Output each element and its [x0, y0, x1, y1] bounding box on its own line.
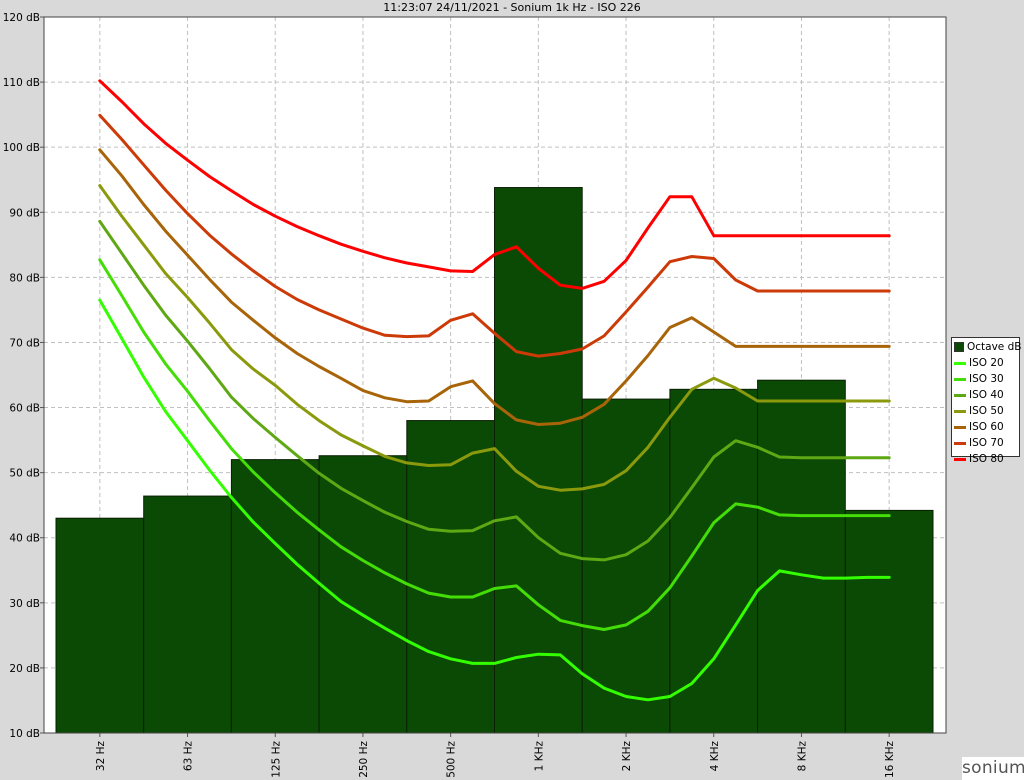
plot-frame	[43, 16, 947, 734]
legend-label: ISO 50	[969, 405, 1004, 417]
octave-bar	[494, 187, 583, 734]
y-tick-label: 10 dB	[9, 728, 40, 740]
legend-swatch	[954, 361, 966, 365]
y-tick-label: 70 dB	[9, 337, 40, 349]
x-tick-label: 250 Hz	[358, 741, 370, 778]
iso-line-iso-30	[98, 258, 891, 631]
x-tick-label: 125 Hz	[270, 741, 282, 778]
x-tick-label: 500 Hz	[446, 741, 458, 778]
y-tick-label: 110 dB	[3, 77, 40, 89]
x-tick-label: 1 KHz	[533, 741, 545, 772]
legend-item: ISO 20	[954, 355, 1019, 371]
legend-item: ISO 30	[954, 371, 1019, 387]
legend-swatch	[954, 409, 966, 413]
legend-item: ISO 60	[954, 419, 1019, 435]
legend-label: ISO 40	[969, 389, 1004, 401]
octave-bar	[669, 388, 759, 734]
legend-item: ISO 50	[954, 403, 1019, 419]
iso-line-iso-50	[98, 184, 891, 492]
x-tick-label: 16 KHz	[884, 741, 896, 778]
y-tick-label: 120 dB	[3, 12, 40, 24]
y-tick-label: 50 dB	[9, 468, 40, 480]
legend-swatch	[954, 393, 966, 397]
octave-bar	[581, 398, 671, 734]
legend-label: ISO 60	[969, 421, 1004, 433]
legend-swatch	[954, 377, 966, 381]
legend-label: ISO 70	[969, 437, 1004, 449]
y-tick-label: 90 dB	[9, 207, 40, 219]
legend-label: ISO 30	[969, 373, 1004, 385]
y-tick-label: 60 dB	[9, 403, 40, 415]
x-tick-label: 2 KHz	[621, 741, 633, 772]
octave-bar	[143, 495, 232, 734]
y-tick-label: 100 dB	[3, 142, 40, 154]
legend-swatch	[954, 457, 966, 461]
chart-legend: Octave dB ISO 20 ISO 30 ISO 40 ISO 50 ISO 60 I…	[951, 337, 1022, 465]
octave-bar	[55, 517, 145, 734]
sonium-logo: sonium	[962, 757, 1024, 780]
y-tick-label: 40 dB	[9, 533, 40, 545]
legend-swatch	[954, 441, 966, 445]
x-tick-label: 32 Hz	[95, 741, 107, 772]
iso-line-iso-40	[98, 219, 891, 562]
x-tick-label: 8 KHz	[796, 741, 808, 772]
iso-line-iso-70	[98, 113, 891, 358]
y-tick-label: 30 dB	[9, 598, 40, 610]
iso-line-iso-20	[98, 298, 891, 702]
octave-bar	[230, 459, 320, 734]
x-tick-label: 4 KHz	[709, 741, 721, 772]
octave-bar	[406, 420, 495, 734]
legend-swatch	[954, 425, 966, 429]
iso-line-iso-60	[98, 148, 891, 426]
x-tick-label: 63 Hz	[183, 741, 195, 772]
legend-item: Octave dB	[954, 339, 1022, 355]
y-tick-label: 80 dB	[9, 272, 40, 284]
legend-item: ISO 80	[954, 451, 1019, 467]
legend-label: ISO 20	[969, 357, 1004, 369]
legend-item: ISO 70	[954, 435, 1019, 451]
legend-item: ISO 40	[954, 387, 1019, 403]
chart-title: 11:23:07 24/11/2021 - Sonium 1k Hz - ISO…	[383, 1, 641, 14]
legend-label: ISO 80	[969, 453, 1004, 465]
octave-bar	[757, 379, 846, 734]
iso-line-iso-80	[98, 79, 891, 290]
legend-label: Octave dB	[967, 341, 1022, 353]
octave-bar	[844, 509, 934, 734]
y-tick-label: 20 dB	[9, 663, 40, 675]
legend-swatch	[954, 342, 964, 352]
